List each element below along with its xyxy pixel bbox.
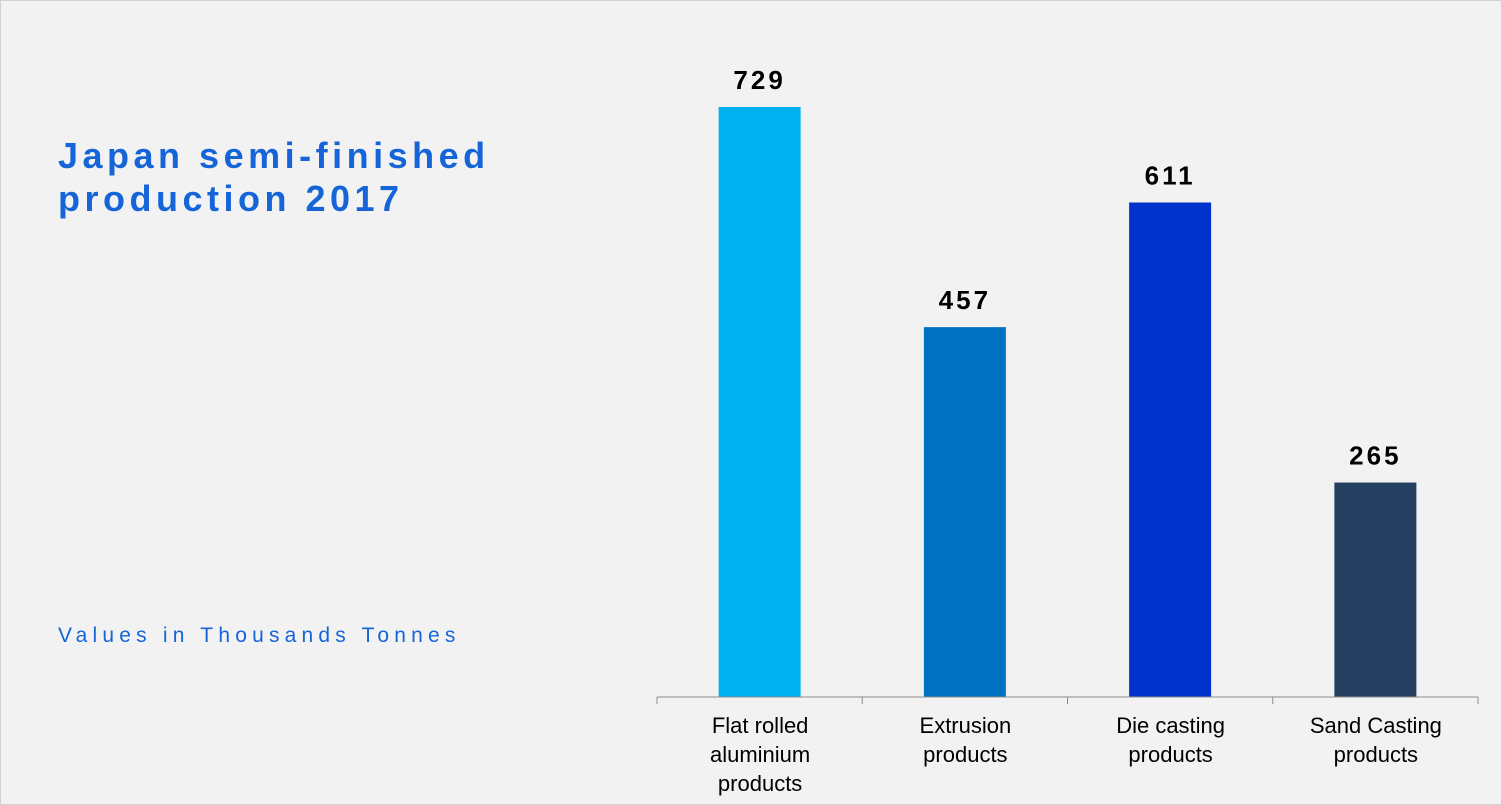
x-tick-label-line: products — [1128, 742, 1213, 767]
x-tick-label-line: products — [923, 742, 1008, 767]
x-tick-label-line: Die casting — [1116, 713, 1226, 738]
bar-value-label: 611 — [1145, 161, 1196, 191]
x-tick-label-line: aluminium — [709, 742, 811, 767]
bar-1 — [718, 107, 801, 697]
bar-value-label: 457 — [939, 285, 991, 315]
bar-value-label: 265 — [1349, 441, 1401, 471]
bar-4 — [1334, 482, 1417, 697]
bar-value-label: 729 — [733, 65, 785, 95]
x-tick-label: Extrusion products — [863, 711, 1068, 769]
x-tick-label: Die casting products — [1068, 711, 1273, 769]
x-tick-label-line: products — [717, 771, 803, 796]
chart-subtitle: Values in Thousands Tonnes — [58, 624, 461, 647]
bar-3 — [1129, 202, 1212, 698]
x-tick-label-line: Sand Casting — [1309, 713, 1442, 738]
chart-title: Japan semi-finished production 2017 — [58, 135, 490, 219]
x-tick-label-line: Extrusion — [919, 713, 1012, 738]
x-tick-label-line: Flat rolled — [711, 713, 809, 738]
bar-2 — [923, 327, 1006, 697]
x-tick-label-line: products — [1333, 742, 1419, 767]
x-tick-label: Sand Casting products — [1273, 711, 1478, 769]
x-tick-label: Flat rolled aluminium products — [658, 711, 863, 798]
